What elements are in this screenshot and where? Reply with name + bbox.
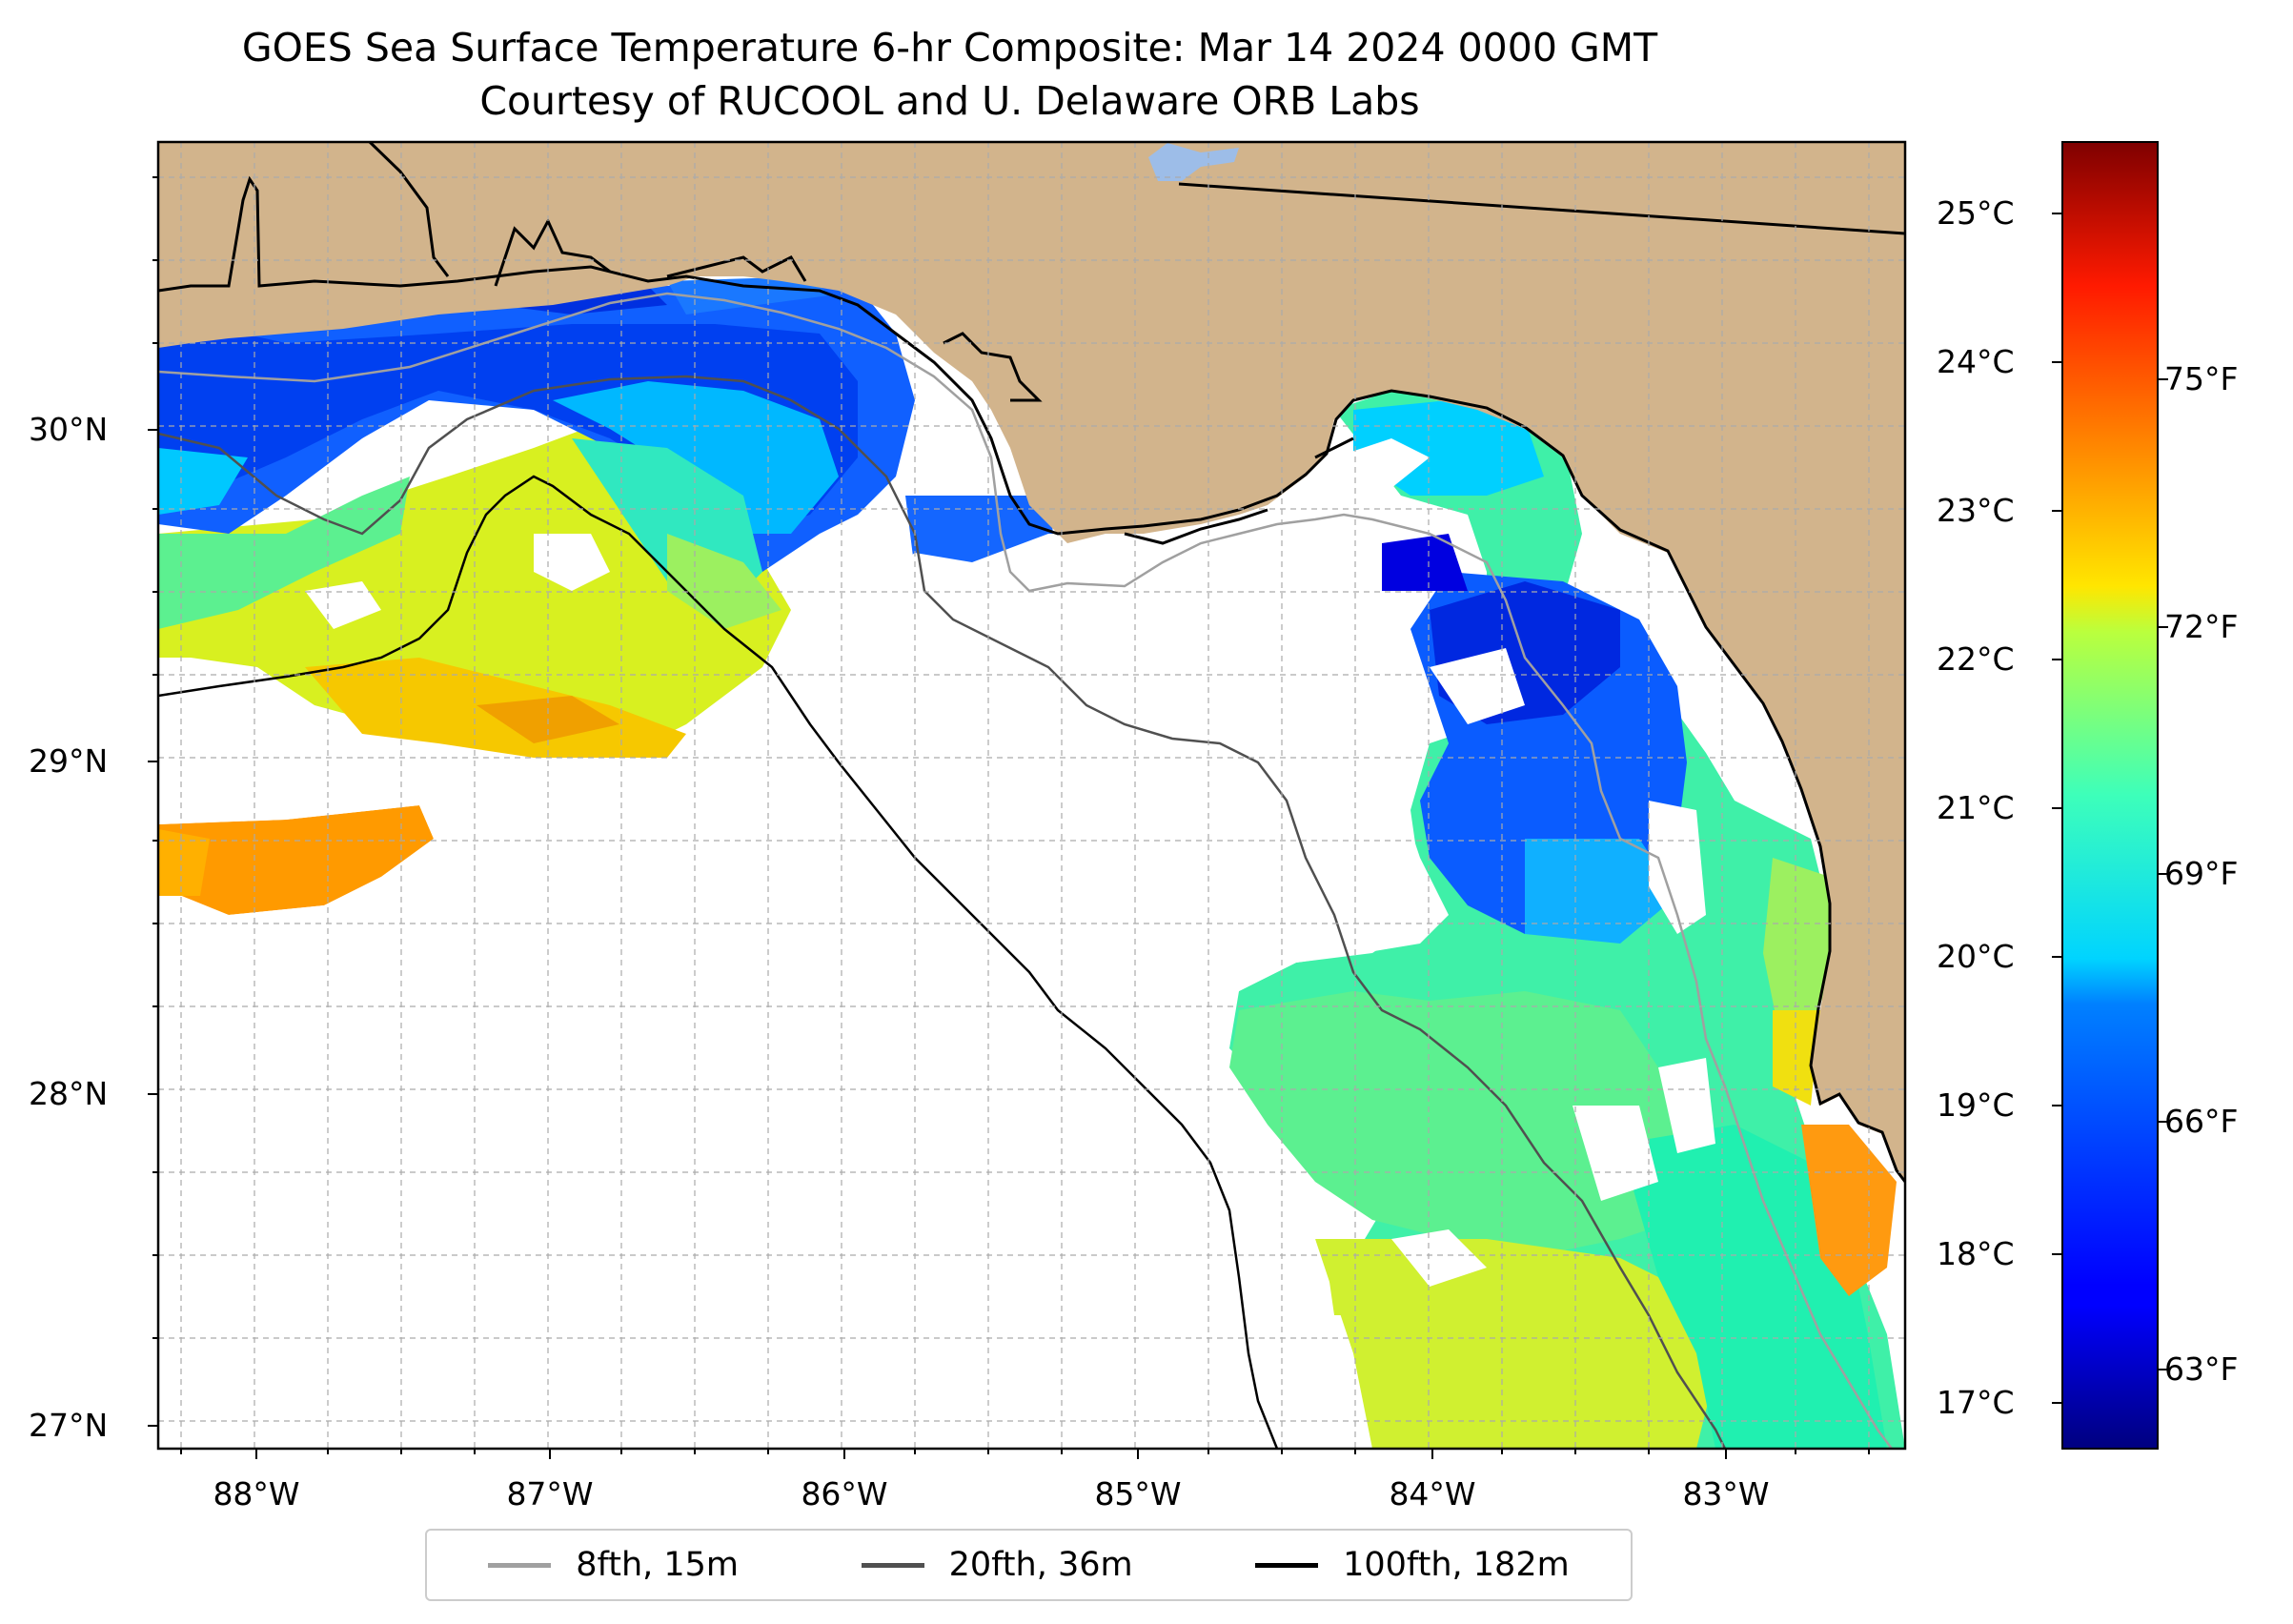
lon-label-88: 88°W — [213, 1475, 300, 1512]
cb-label-17c: 17°C — [1937, 1384, 2015, 1421]
lat-label-28: 28°N — [29, 1075, 109, 1112]
cb-label-75f: 75°F — [2164, 360, 2239, 397]
lon-ticks — [180, 1449, 1870, 1459]
lat-label-30: 30°N — [29, 411, 109, 448]
cb-label-23c: 23°C — [1937, 492, 2015, 529]
land-mass — [158, 142, 1905, 1182]
colorbar — [2061, 141, 2159, 1450]
coastline — [158, 175, 1905, 1183]
cb-label-20c: 20°C — [1937, 938, 2015, 975]
cb-label-19c: 19°C — [1937, 1086, 2015, 1124]
cb-label-63f: 63°F — [2164, 1350, 2239, 1388]
legend-item-100fth: 100fth, 182m — [1255, 1546, 1570, 1584]
isobath-8fth — [158, 292, 1893, 1449]
legend-swatch-8fth — [488, 1562, 552, 1568]
isobath-20fth — [158, 375, 1727, 1449]
lake — [1148, 143, 1239, 181]
legend-item-8fth: 8fth, 15m — [488, 1546, 739, 1584]
legend-label-8fth: 8fth, 15m — [576, 1546, 740, 1584]
cb-label-72f: 72°F — [2164, 608, 2239, 645]
lon-label-86: 86°W — [801, 1475, 888, 1512]
legend-item-20fth: 20fth, 36m — [861, 1546, 1133, 1584]
lat-ticks — [148, 176, 158, 1427]
lat-label-29: 29°N — [29, 742, 109, 780]
cb-label-66f: 66°F — [2164, 1103, 2239, 1140]
cb-label-21c: 21°C — [1937, 789, 2015, 826]
isobath-legend: 8fth, 15m 20fth, 36m 100fth, 182m — [425, 1529, 1633, 1601]
colorbar-ticks — [2052, 213, 2168, 1404]
legend-swatch-20fth — [861, 1562, 924, 1568]
lon-label-85: 85°W — [1094, 1475, 1182, 1512]
lon-label-83: 83°W — [1682, 1475, 1770, 1512]
map-title: GOES Sea Surface Temperature 6-hr Compos… — [241, 25, 1658, 71]
state-boundary — [1178, 182, 1905, 235]
lon-label-87: 87°W — [506, 1475, 594, 1512]
legend-label-20fth: 20fth, 36m — [948, 1546, 1133, 1584]
isobath-100fth — [158, 475, 1279, 1449]
map-frame — [156, 140, 1907, 1451]
gridlines — [158, 142, 1905, 1449]
lat-label-27: 27°N — [29, 1407, 109, 1444]
lon-label-84: 84°W — [1389, 1475, 1476, 1512]
cb-label-25c: 25°C — [1937, 194, 2015, 232]
cb-label-69f: 69°F — [2164, 855, 2239, 892]
legend-swatch-100fth — [1255, 1562, 1319, 1568]
cb-label-24c: 24°C — [1937, 343, 2015, 380]
legend-label-100fth: 100fth, 182m — [1343, 1546, 1570, 1584]
cb-label-22c: 22°C — [1937, 640, 2015, 678]
cb-label-18c: 18°C — [1937, 1235, 2015, 1272]
map-subtitle: Courtesy of RUCOOL and U. Delaware ORB L… — [479, 78, 1420, 124]
